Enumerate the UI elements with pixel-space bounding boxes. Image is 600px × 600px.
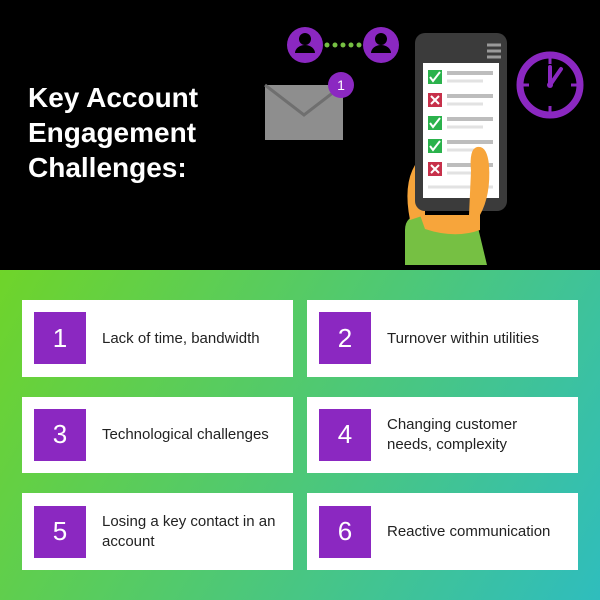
hero-section: Key Account Engagement Challenges: 1 bbox=[0, 0, 600, 270]
hand-phone-icon bbox=[405, 33, 507, 265]
challenge-card: 6 Reactive communication bbox=[307, 493, 578, 570]
challenge-number: 3 bbox=[53, 419, 67, 450]
challenge-text: Losing a key contact in an account bbox=[86, 506, 293, 557]
person-icon bbox=[363, 27, 399, 63]
challenges-grid: 1 Lack of time, bandwidth 2 Turnover wit… bbox=[0, 270, 600, 600]
challenge-number-box: 4 bbox=[319, 409, 371, 461]
challenge-number-box: 5 bbox=[34, 506, 86, 558]
challenge-card: 4 Changing customer needs, complexity bbox=[307, 397, 578, 474]
challenge-text: Technological challenges bbox=[86, 419, 283, 451]
challenge-text: Turnover within utilities bbox=[371, 323, 553, 355]
person-icon bbox=[287, 27, 323, 63]
title-line-1: Key Account bbox=[28, 82, 198, 113]
challenge-number: 4 bbox=[338, 419, 352, 450]
challenge-number-box: 2 bbox=[319, 312, 371, 364]
challenge-card: 3 Technological challenges bbox=[22, 397, 293, 474]
envelope-icon: 1 bbox=[265, 72, 354, 140]
challenge-number: 2 bbox=[338, 323, 352, 354]
envelope-badge: 1 bbox=[337, 77, 345, 93]
challenge-text: Changing customer needs, complexity bbox=[371, 409, 578, 460]
hero-illustration: 1 bbox=[255, 15, 595, 265]
challenge-number: 6 bbox=[338, 516, 352, 547]
challenge-number-box: 3 bbox=[34, 409, 86, 461]
challenge-number-box: 1 bbox=[34, 312, 86, 364]
page-title: Key Account Engagement Challenges: bbox=[28, 80, 198, 185]
challenge-number: 5 bbox=[53, 516, 67, 547]
challenge-text: Reactive communication bbox=[371, 516, 564, 548]
challenge-text: Lack of time, bandwidth bbox=[86, 323, 274, 355]
title-line-2: Engagement bbox=[28, 117, 196, 148]
challenge-number-box: 6 bbox=[319, 506, 371, 558]
clock-icon bbox=[520, 55, 580, 115]
challenge-number: 1 bbox=[53, 323, 67, 354]
dots-connector-icon bbox=[325, 43, 362, 48]
challenge-card: 2 Turnover within utilities bbox=[307, 300, 578, 377]
challenge-card: 1 Lack of time, bandwidth bbox=[22, 300, 293, 377]
title-line-3: Challenges: bbox=[28, 152, 187, 183]
challenge-card: 5 Losing a key contact in an account bbox=[22, 493, 293, 570]
